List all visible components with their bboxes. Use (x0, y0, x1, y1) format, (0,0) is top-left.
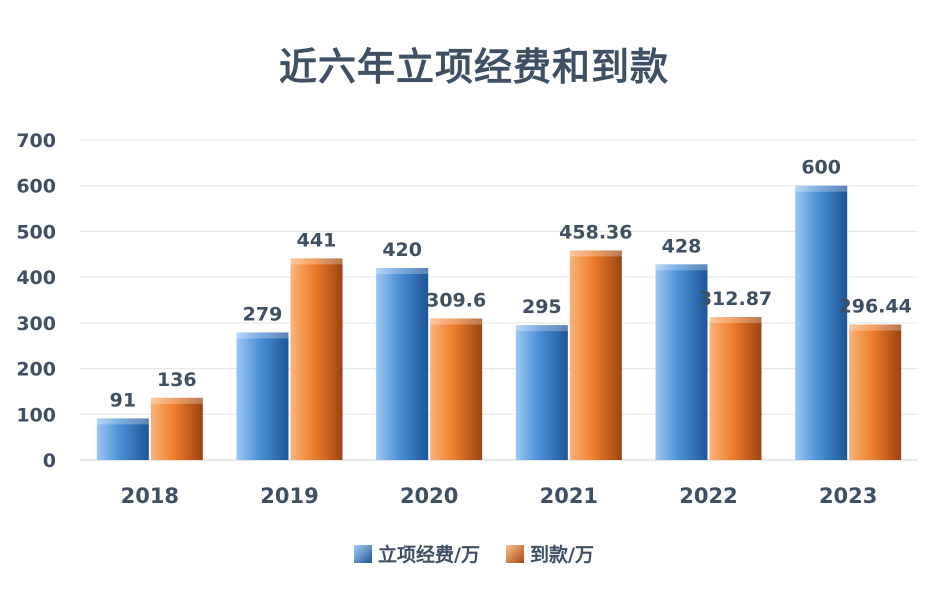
x-tick-label: 2023 (819, 484, 877, 508)
bar-bevel (849, 324, 902, 331)
bar-bevel (709, 316, 762, 323)
bar-series-1 (655, 264, 708, 460)
bar-series-1 (376, 268, 429, 460)
bar-series-2 (430, 318, 483, 460)
gridlines (80, 139, 918, 461)
data-labels: 91 136 279 441 420 309.6 295 458.36 428 312.87 600… (110, 157, 912, 412)
bar-bevel (430, 318, 483, 325)
data-label-series-2: 441 (297, 229, 337, 251)
bar-series-1 (795, 185, 848, 460)
data-label-series-2: 312.87 (699, 288, 772, 310)
data-label-series-1: 420 (382, 239, 422, 261)
bar-series-2 (849, 324, 902, 460)
bars (96, 185, 902, 460)
y-tick-label: 500 (16, 221, 56, 243)
y-tick-label: 200 (16, 359, 56, 381)
bar-bevel (569, 250, 622, 257)
chart-title: 近六年立项经费和到款 (278, 45, 669, 89)
bar-series-2 (290, 258, 343, 460)
y-tick-label: 0 (43, 450, 56, 472)
bar-series-2 (150, 397, 203, 460)
bar-bevel (236, 332, 289, 339)
legend-swatch-series-1 (354, 544, 373, 563)
bar-series-1 (236, 332, 289, 460)
legend-item-series-1: 立项经费/万 (354, 540, 480, 567)
data-label-series-1: 279 (243, 303, 283, 325)
bar-bevel (96, 418, 149, 425)
data-label-series-1: 295 (522, 296, 562, 318)
data-label-series-1: 600 (801, 157, 841, 179)
bar-bevel (150, 397, 203, 404)
data-label-series-2: 309.6 (426, 289, 486, 311)
data-label-series-2: 296.44 (839, 295, 912, 317)
x-tick-label: 2018 (121, 484, 179, 508)
bar-bevel (515, 325, 568, 332)
x-axis-ticks: 2018 2019 2020 2021 2022 2023 (121, 484, 878, 508)
bar-bevel (290, 258, 343, 265)
data-label-series-1: 91 (110, 389, 136, 411)
legend-label-series-1: 立项经费/万 (378, 544, 480, 566)
x-tick-label: 2020 (400, 484, 458, 508)
y-tick-label: 700 (16, 130, 56, 152)
data-label-series-2: 136 (157, 369, 197, 391)
data-label-series-2: 458.36 (559, 221, 632, 243)
legend-item-series-2: 到款/万 (506, 540, 594, 567)
y-tick-label: 300 (16, 313, 56, 335)
legend-label-series-2: 到款/万 (530, 544, 594, 566)
y-tick-label: 400 (16, 267, 56, 289)
bar-series-1 (96, 418, 149, 460)
y-tick-label: 600 (16, 176, 56, 198)
bar-series-2 (569, 250, 622, 460)
x-tick-label: 2022 (679, 484, 737, 508)
bar-series-1 (515, 325, 568, 460)
x-tick-label: 2021 (540, 484, 598, 508)
data-label-series-1: 428 (662, 235, 702, 257)
bar-bevel (376, 268, 429, 274)
y-axis-ticks: 0 100 200 300 400 500 600 700 (16, 130, 56, 472)
bar-series-2 (709, 316, 762, 460)
y-tick-label: 100 (16, 404, 56, 426)
bar-bevel (655, 264, 708, 271)
legend: 立项经费/万 到款/万 (0, 540, 948, 567)
legend-swatch-series-2 (506, 544, 524, 563)
x-tick-label: 2019 (260, 484, 318, 508)
bar-bevel (795, 185, 848, 192)
